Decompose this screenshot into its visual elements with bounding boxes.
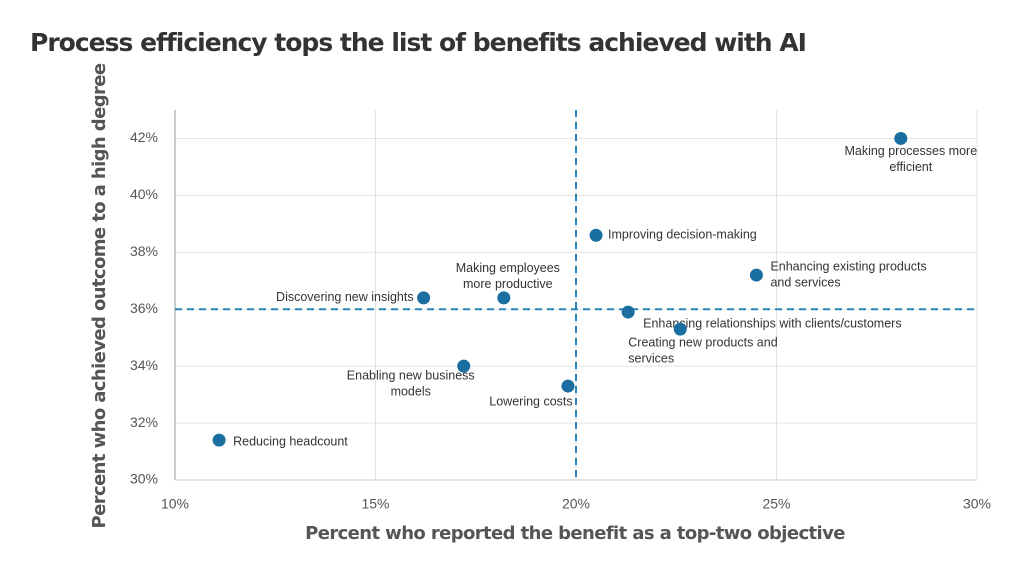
point-label: Enhancing relationships with clients/cus…: [643, 316, 901, 330]
x-tick-label: 10%: [161, 496, 189, 512]
point-label: more productive: [463, 277, 553, 291]
point-label: Enabling new business: [347, 368, 475, 382]
point: [417, 291, 431, 305]
chart-title: Process efficiency tops the list of bene…: [30, 28, 806, 57]
point-label: Reducing headcount: [233, 434, 348, 448]
y-axis-title: Percent who achieved outcome to a high d…: [89, 63, 110, 528]
y-tick-label: 34%: [130, 357, 158, 373]
point-label: Lowering costs: [489, 394, 572, 408]
point: [561, 379, 575, 393]
point: [589, 228, 603, 242]
y-tick-label: 30%: [130, 471, 158, 487]
point: [212, 433, 226, 447]
point-label: Improving decision-making: [608, 228, 757, 242]
y-tick-label: 40%: [130, 186, 158, 202]
x-tick-label: 30%: [963, 496, 991, 512]
y-tick-label: 42%: [130, 129, 158, 145]
point-label: efficient: [889, 160, 932, 174]
point-label: Making employees: [456, 261, 560, 275]
point-label: Discovering new insights: [276, 290, 414, 304]
point: [457, 359, 471, 373]
point-label: Enhancing existing products: [770, 259, 926, 273]
y-tick-label: 32%: [130, 414, 158, 430]
point-label: models: [391, 384, 431, 398]
point-label: Making processes more: [844, 144, 977, 158]
x-tick-label: 20%: [562, 496, 590, 512]
point: [749, 268, 763, 282]
point-label: services: [628, 351, 674, 365]
x-axis-title: Percent who reported the benefit as a to…: [305, 523, 845, 544]
point: [894, 131, 908, 145]
point: [673, 322, 687, 336]
point: [497, 291, 511, 305]
x-tick-label: 25%: [762, 496, 790, 512]
y-tick-label: 36%: [130, 300, 158, 316]
point-label: and services: [770, 275, 840, 289]
y-tick-label: 38%: [130, 243, 158, 259]
point: [621, 305, 635, 319]
point-label: Creating new products and: [628, 335, 777, 349]
x-tick-label: 15%: [361, 496, 389, 512]
